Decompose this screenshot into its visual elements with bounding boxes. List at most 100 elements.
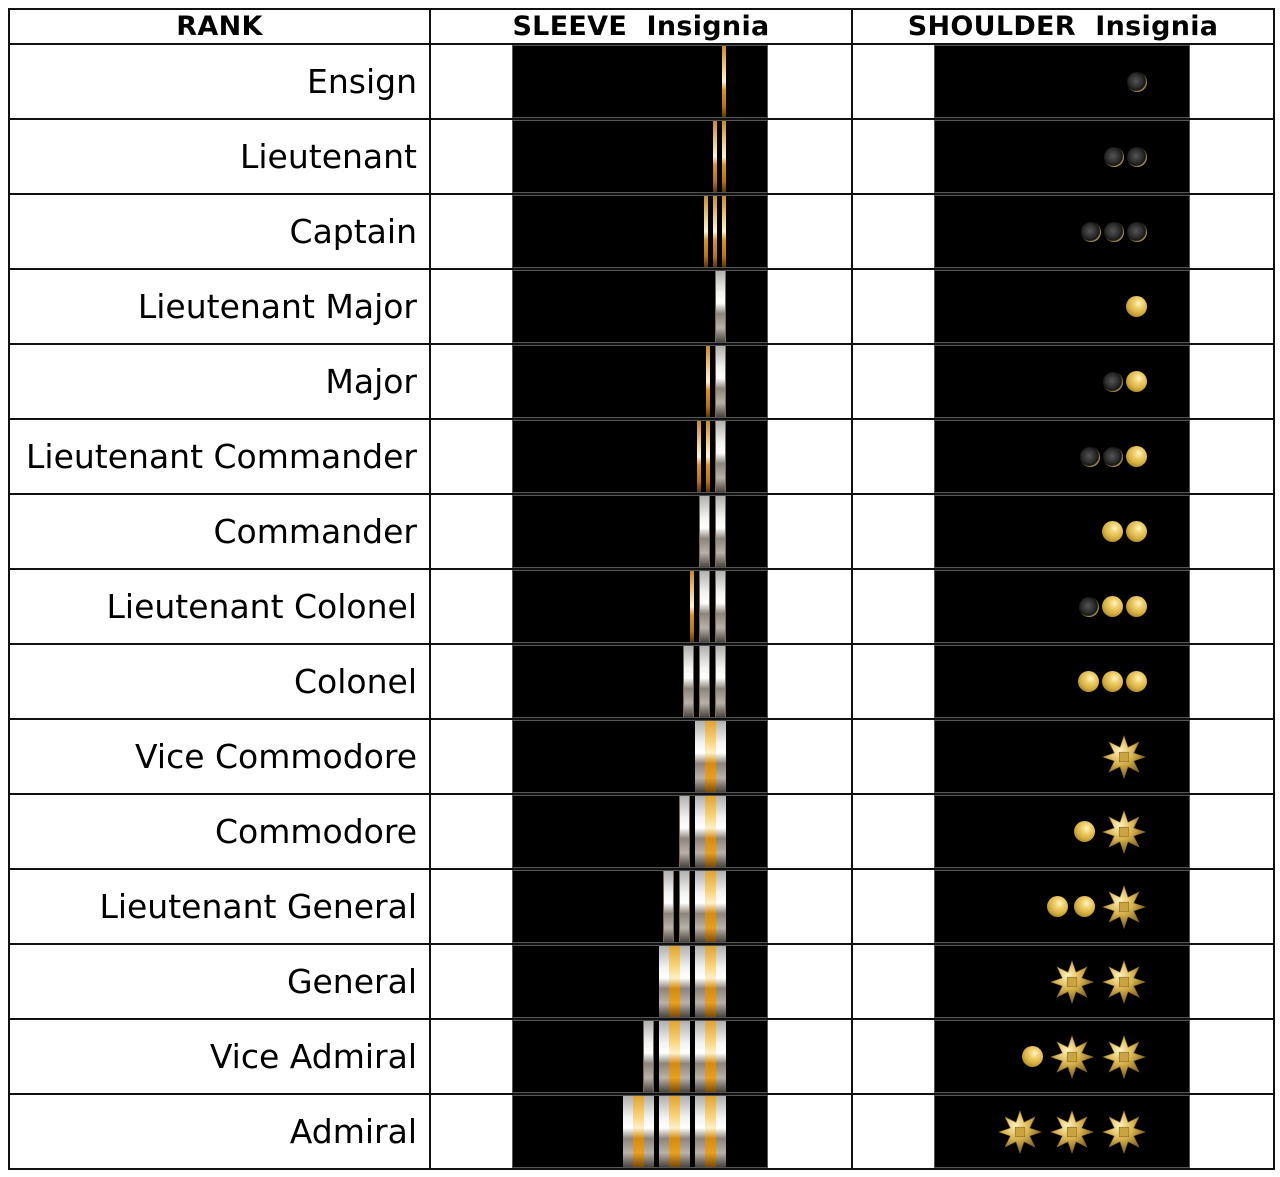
header-rank: RANK (8, 8, 431, 45)
silver-stripe (699, 646, 710, 717)
silver-stripe (683, 646, 694, 717)
shoulder-insignia-image (935, 646, 1189, 717)
sleeve-insignia-cell (429, 343, 853, 420)
gold-pip-icon (1102, 521, 1123, 542)
hollow-pip-icon (1081, 221, 1101, 242)
thin-gold-stripe (722, 46, 726, 117)
sleeve-stripes (715, 271, 726, 342)
shoulder-insignia-cell (851, 493, 1275, 570)
shoulder-pips (1081, 196, 1147, 267)
shoulder-insignia-cell (851, 1018, 1275, 1095)
wide-silver-gold-stripe (659, 1021, 690, 1092)
silver-stripe (715, 496, 726, 567)
rank-name: Lieutenant General (8, 868, 431, 945)
gold-pip-icon (1126, 371, 1147, 392)
hollow-pip-icon (1103, 446, 1123, 467)
gold-pip-icon (1102, 671, 1123, 692)
wide-silver-gold-stripe (695, 796, 726, 867)
shoulder-pips (997, 1096, 1147, 1167)
sleeve-stripes (713, 121, 726, 192)
thin-gold-stripe (706, 346, 710, 417)
sleeve-stripes (679, 796, 726, 867)
gold-pip-icon (1126, 596, 1147, 617)
silver-stripe (679, 796, 690, 867)
rank-name: Vice Admiral (8, 1018, 431, 1095)
hollow-pip-icon (1103, 371, 1123, 392)
wide-silver-gold-stripe (659, 946, 690, 1017)
silver-stripe (663, 871, 674, 942)
table-row: General (8, 943, 1275, 1020)
shoulder-insignia-cell (851, 268, 1275, 345)
sleeve-stripes (623, 1096, 726, 1167)
shoulder-insignia-image (935, 346, 1189, 417)
rank-name: Admiral (8, 1093, 431, 1170)
shoulder-pips (1079, 571, 1147, 642)
shoulder-insignia-image (935, 796, 1189, 867)
wide-silver-gold-stripe (659, 1096, 690, 1167)
thin-gold-stripe (706, 421, 710, 492)
table-row: Admiral (8, 1093, 1275, 1170)
shoulder-pips (1049, 946, 1147, 1017)
silver-stripe (715, 571, 726, 642)
table-row: Colonel (8, 643, 1275, 720)
shoulder-insignia-image (935, 571, 1189, 642)
thin-gold-stripe (704, 196, 708, 267)
silver-stripe (715, 346, 726, 417)
sleeve-insignia-image (513, 496, 767, 567)
shoulder-pips (1102, 496, 1147, 567)
sleeve-insignia-cell (429, 868, 853, 945)
shoulder-insignia-cell (851, 943, 1275, 1020)
sleeve-stripes (697, 421, 726, 492)
gold-star-icon (1101, 884, 1147, 930)
sleeve-insignia-cell (429, 643, 853, 720)
rank-name: Major (8, 343, 431, 420)
shoulder-pips (1127, 46, 1147, 117)
sleeve-insignia-cell (429, 43, 853, 120)
sleeve-insignia-image (513, 721, 767, 792)
table-row: Captain (8, 193, 1275, 270)
gold-pip-icon (1102, 596, 1123, 617)
sleeve-insignia-image (513, 346, 767, 417)
gold-pip-icon (1047, 896, 1068, 917)
shoulder-pips (1047, 871, 1147, 942)
shoulder-insignia-cell (851, 118, 1275, 195)
gold-star-icon (1101, 1109, 1147, 1155)
header-sleeve-insignia: SLEEVE Insignia (429, 8, 853, 45)
rank-name: Lieutenant Major (8, 268, 431, 345)
rank-name: Lieutenant Colonel (8, 568, 431, 645)
sleeve-insignia-image (513, 871, 767, 942)
wide-silver-gold-stripe (695, 721, 726, 792)
sleeve-insignia-cell (429, 118, 853, 195)
shoulder-insignia-cell (851, 43, 1275, 120)
shoulder-insignia-image (935, 1021, 1189, 1092)
sleeve-stripes (659, 946, 726, 1017)
gold-star-icon (1101, 809, 1147, 855)
rank-insignia-table: RANK SLEEVE Insignia SHOULDER Insignia E… (8, 8, 1275, 1170)
sleeve-stripes (695, 721, 726, 792)
sleeve-insignia-image (513, 796, 767, 867)
shoulder-insignia-cell (851, 418, 1275, 495)
gold-pip-icon (1078, 671, 1099, 692)
shoulder-pips (1103, 346, 1147, 417)
sleeve-insignia-image (513, 1021, 767, 1092)
gold-star-icon (1101, 959, 1147, 1005)
sleeve-insignia-image (513, 196, 767, 267)
wide-silver-gold-stripe (695, 1021, 726, 1092)
thin-gold-stripe (697, 421, 701, 492)
shoulder-pips (1022, 1021, 1147, 1092)
shoulder-insignia-cell (851, 718, 1275, 795)
thin-gold-stripe (690, 571, 694, 642)
hollow-pip-icon (1127, 221, 1147, 242)
rank-name: Commodore (8, 793, 431, 870)
silver-stripe (643, 1021, 654, 1092)
shoulder-pips (1101, 721, 1147, 792)
sleeve-stripes (663, 871, 726, 942)
sleeve-insignia-cell (429, 493, 853, 570)
shoulder-insignia-cell (851, 193, 1275, 270)
sleeve-insignia-image (513, 271, 767, 342)
shoulder-insignia-image (935, 196, 1189, 267)
table-row: Lieutenant General (8, 868, 1275, 945)
thin-gold-stripe (713, 196, 717, 267)
shoulder-insignia-cell (851, 343, 1275, 420)
sleeve-insignia-cell (429, 793, 853, 870)
